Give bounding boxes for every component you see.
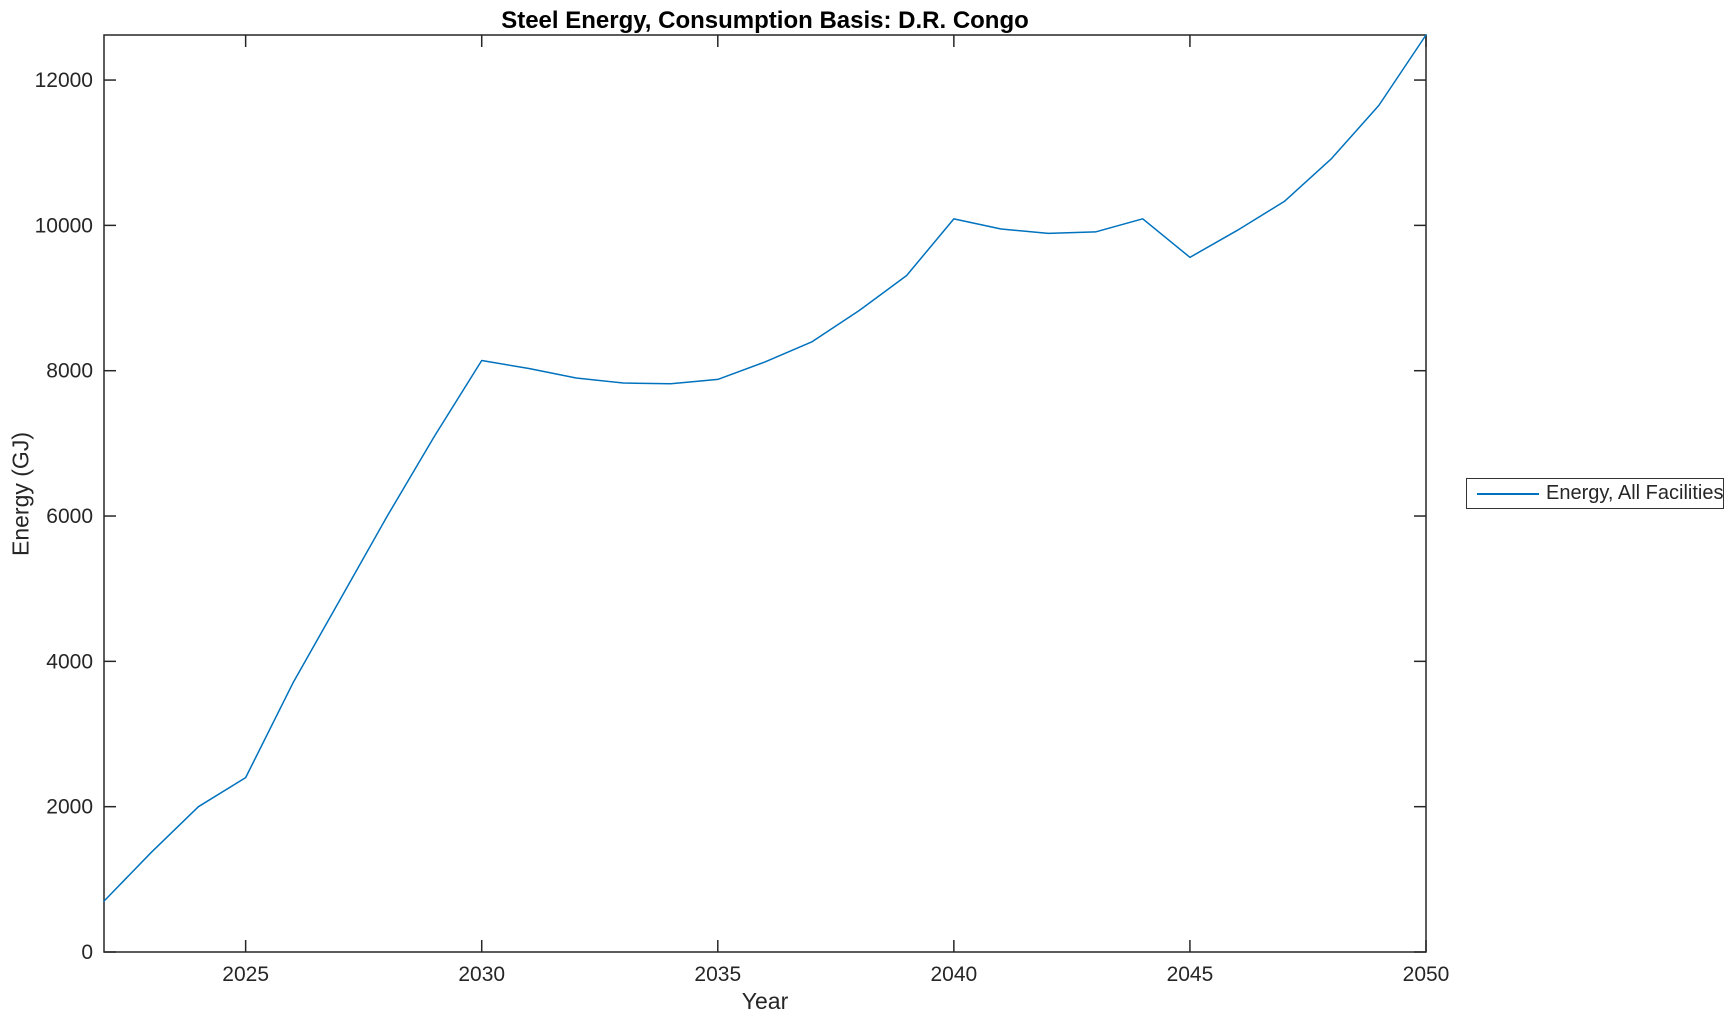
y-axis-label: Energy (GJ)	[7, 432, 34, 556]
axes-box	[103, 34, 1427, 953]
legend-label: Energy, All Facilities	[1546, 482, 1724, 504]
y-tick-label: 0	[81, 941, 93, 964]
y-tick-label: 6000	[46, 505, 93, 528]
legend: Energy, All Facilities	[1466, 478, 1724, 509]
x-tick-label: 2030	[458, 963, 505, 986]
x-tick-label: 2025	[222, 963, 269, 986]
y-tick-label: 10000	[35, 214, 93, 237]
energy-line	[103, 34, 1427, 902]
x-tick-label: 2050	[1403, 963, 1450, 986]
x-tick-label: 2045	[1167, 963, 1214, 986]
x-tick-label: 2035	[694, 963, 741, 986]
x-axis-label: Year	[741, 988, 789, 1014]
legend-line-sample	[1477, 492, 1539, 495]
chart-title: Steel Energy, Consumption Basis: D.R. Co…	[501, 7, 1029, 34]
y-tick-label: 2000	[46, 796, 93, 819]
y-tick-label: 4000	[46, 650, 93, 673]
y-tick-label: 12000	[35, 69, 93, 92]
x-tick-label: 2040	[930, 963, 977, 986]
y-tick-label: 8000	[46, 360, 93, 383]
